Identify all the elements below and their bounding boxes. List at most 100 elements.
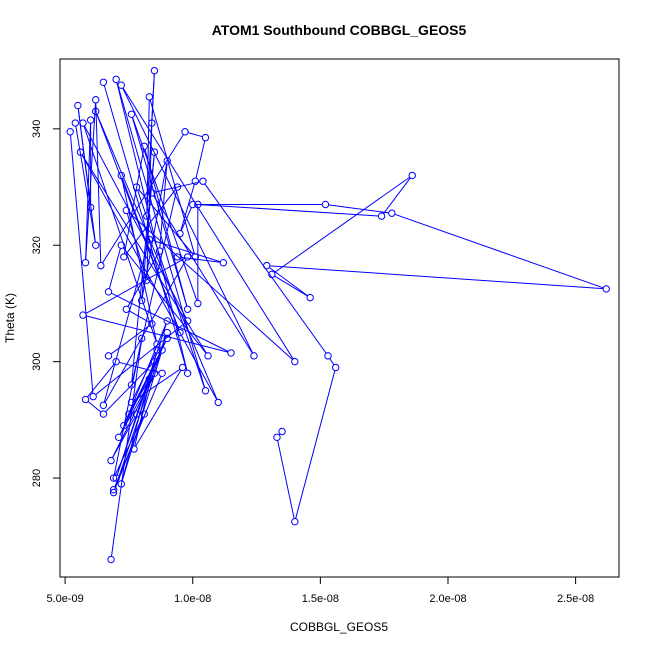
data-point — [377, 212, 386, 220]
series-line-segment — [116, 323, 167, 476]
series-group — [71, 96, 610, 389]
data-point — [214, 398, 222, 407]
series-line-segment — [83, 125, 157, 342]
series-line-segment — [104, 259, 187, 403]
data-point — [145, 93, 154, 101]
data-point — [109, 485, 118, 494]
data-point — [204, 352, 212, 360]
data-point — [112, 75, 120, 84]
series-group — [99, 66, 340, 526]
series-line-segment — [180, 256, 221, 263]
series-line-segment — [146, 100, 150, 213]
data-point — [291, 518, 299, 526]
data-point — [143, 212, 151, 220]
data-point — [155, 247, 164, 255]
data-point — [74, 101, 82, 110]
series-line-segment — [108, 248, 121, 289]
series-line-segment — [102, 134, 184, 264]
data-point — [120, 421, 128, 430]
data-point — [150, 357, 159, 366]
series-line-segment — [125, 189, 176, 255]
data-point — [176, 229, 184, 238]
data-point — [104, 352, 113, 360]
series-line-segment — [200, 204, 379, 217]
data-point — [321, 200, 330, 209]
series-line-segment — [151, 73, 155, 120]
data-point — [181, 128, 189, 136]
series-line-segment — [75, 126, 96, 243]
series-line-segment — [128, 310, 150, 323]
data-point — [122, 206, 131, 215]
data-point — [97, 261, 105, 270]
data-point — [183, 317, 192, 325]
data-point — [194, 200, 202, 209]
data-point — [324, 352, 332, 360]
data-point — [140, 142, 148, 151]
data-point — [173, 253, 182, 261]
y-tick-label: 280 — [31, 469, 43, 487]
data-point — [331, 363, 340, 372]
data-point — [107, 555, 115, 564]
data-point — [137, 296, 146, 305]
y-axis-label: Theta (K) — [3, 293, 17, 343]
data-point — [291, 357, 299, 366]
data-point — [122, 305, 131, 313]
series-line-segment — [127, 253, 159, 307]
series-line-segment — [122, 87, 254, 354]
series-line-segment — [149, 99, 195, 254]
x-tick-label: 2.5e-08 — [557, 593, 594, 605]
series-line-segment — [154, 181, 200, 193]
data-point — [92, 96, 100, 104]
data-point — [191, 253, 199, 261]
data-point — [388, 209, 396, 217]
data-point — [150, 66, 159, 75]
data-point — [183, 369, 192, 377]
series-line-segment — [121, 178, 157, 342]
series-line-segment — [159, 164, 168, 248]
data-point — [112, 474, 120, 482]
data-point — [153, 340, 161, 348]
series-line-segment — [274, 176, 410, 273]
series-line-segment — [111, 292, 229, 352]
data-point — [107, 456, 115, 465]
data-point — [150, 148, 159, 156]
data-point — [132, 410, 141, 418]
series-line-segment — [269, 265, 604, 290]
series-line-segment — [295, 370, 336, 519]
series-line-segment — [110, 325, 150, 355]
plot-area — [66, 66, 610, 564]
data-point — [189, 200, 197, 209]
series-line-segment — [85, 258, 186, 314]
series-line-segment — [383, 177, 411, 214]
data-point — [150, 369, 159, 377]
data-point — [140, 410, 148, 418]
series-line-segment — [131, 117, 188, 307]
series-line-segment — [116, 82, 188, 371]
data-point — [92, 241, 100, 249]
data-point — [306, 293, 314, 302]
y-tick-label: 300 — [31, 352, 43, 370]
data-point — [250, 352, 258, 360]
data-point — [158, 346, 166, 354]
data-point — [127, 398, 136, 407]
data-point — [219, 259, 228, 267]
data-point — [163, 328, 171, 337]
data-point — [127, 381, 136, 389]
series-line-segment — [103, 242, 149, 403]
series-line-segment — [85, 123, 92, 260]
data-point — [130, 445, 138, 453]
data-point — [163, 334, 171, 343]
data-point — [273, 433, 281, 442]
data-point — [148, 320, 156, 328]
x-axis: 5.0e-09 1.0e-08 1.5e-08 2.0e-08 2.5e-08 — [46, 577, 594, 605]
data-point — [194, 299, 202, 308]
y-tick-label: 320 — [31, 236, 43, 254]
series-line-segment — [69, 134, 94, 394]
series-line-segment — [95, 322, 186, 395]
data-point — [158, 369, 166, 377]
data-point — [263, 261, 271, 270]
series-line-segment — [195, 140, 206, 179]
chart-title: ATOM1 Southbound COBBGL_GEOS5 — [212, 22, 467, 38]
